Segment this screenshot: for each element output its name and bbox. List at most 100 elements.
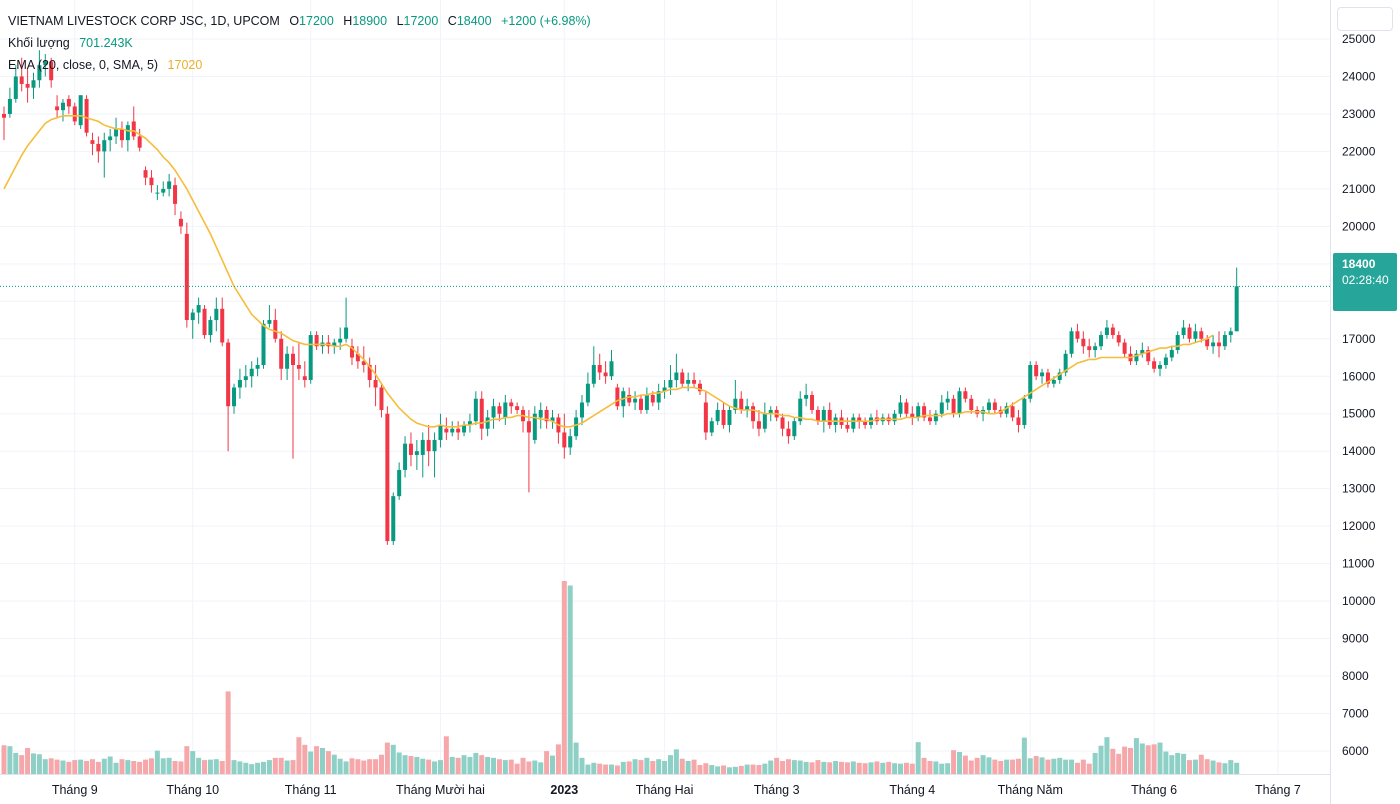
price-tick-label: 6000	[1342, 744, 1369, 758]
candle-body	[167, 181, 172, 189]
volume-bar	[815, 760, 821, 774]
candle-body	[426, 439, 431, 452]
volume-bars	[1, 581, 1240, 774]
candle-body	[1222, 335, 1227, 347]
volume-bar	[945, 763, 951, 774]
volume-bar	[420, 758, 426, 774]
legend-ema-row[interactable]: EMA (20, close, 0, SMA, 5) 17020	[8, 54, 591, 76]
volume-bar	[319, 747, 325, 774]
price-tick-label: 7000	[1342, 707, 1369, 721]
candle-body	[232, 387, 237, 407]
candle	[898, 394, 903, 418]
candle-body	[798, 398, 803, 422]
candle-body	[904, 402, 909, 414]
candle	[296, 342, 301, 380]
volume-bar	[921, 757, 927, 774]
volume-bar	[496, 759, 502, 774]
volume-bar	[780, 760, 786, 774]
candle-body	[532, 413, 537, 440]
legend-volume-value: 701.243K	[79, 36, 133, 50]
legend-symbol-title: VIETNAM LIVESTOCK CORP JSC, 1D, UPCOM	[8, 14, 280, 28]
candle	[1158, 361, 1163, 377]
candle-body	[1040, 372, 1045, 377]
volume-bar	[48, 758, 54, 774]
candle-body	[220, 308, 225, 343]
candle	[526, 409, 531, 493]
chart-settings-box[interactable]	[1337, 7, 1393, 31]
candle-body	[302, 376, 307, 380]
volume-bar	[166, 757, 172, 774]
candle-body	[237, 379, 242, 388]
volume-bar	[154, 750, 160, 774]
volume-bar	[7, 746, 13, 774]
time-tick-label: Tháng Hai	[636, 783, 694, 797]
candle	[2, 106, 6, 141]
volume-bar	[886, 761, 892, 774]
candle	[521, 406, 526, 433]
candle-body	[420, 439, 425, 455]
volume-bar	[774, 757, 780, 774]
candle	[562, 413, 567, 459]
price-tick-label: 11000	[1342, 557, 1375, 571]
volume-bar	[709, 765, 715, 774]
candle-body	[125, 125, 130, 141]
candle-body	[662, 387, 667, 392]
volume-bar	[1122, 746, 1128, 774]
candle	[403, 436, 408, 478]
candle-body	[933, 413, 938, 422]
candle	[349, 338, 354, 366]
time-axis[interactable]: Tháng 9 Tháng 10 Tháng 11 Tháng Mười hai 202…	[0, 774, 1330, 798]
volume-bar	[426, 759, 432, 774]
volume-bar	[726, 767, 732, 774]
candle-body	[1075, 331, 1080, 339]
candle-body	[827, 409, 832, 425]
price-axis[interactable]: 6000 7000 8000 9000 10000 11000 12000 13000 1400…	[1330, 0, 1376, 804]
candle	[190, 308, 195, 339]
volume-bar	[685, 760, 691, 774]
volume-bar	[361, 760, 367, 774]
volume-bar	[880, 762, 886, 774]
volume-bar	[1163, 751, 1169, 774]
candle-body	[367, 365, 372, 380]
volume-bar	[939, 763, 945, 774]
candle	[963, 387, 968, 403]
candle	[19, 57, 24, 92]
chart-legend: VIETNAM LIVESTOCK CORP JSC, 1D, UPCOM O1…	[8, 10, 591, 76]
volume-bar	[1051, 758, 1057, 774]
volume-bar	[561, 581, 567, 774]
volume-bar	[1015, 758, 1021, 774]
volume-bar	[390, 744, 396, 774]
candle	[922, 402, 927, 422]
legend-volume-row[interactable]: Khối lượng 701.243K	[8, 32, 591, 54]
candle-body	[910, 413, 915, 418]
candle-body	[762, 413, 767, 429]
price-tick-label: 23000	[1342, 107, 1376, 121]
candle	[1128, 346, 1133, 366]
candle	[933, 409, 938, 425]
time-tick-label: Tháng 11	[285, 783, 337, 797]
candle-body	[1205, 338, 1210, 347]
candle	[7, 87, 12, 118]
volume-bar	[231, 760, 237, 774]
candle	[450, 421, 455, 437]
candle	[810, 391, 815, 414]
candle	[314, 331, 319, 351]
candle-body	[627, 394, 632, 403]
candle-body	[727, 409, 732, 425]
volume-bar	[597, 763, 603, 774]
candle-body	[768, 409, 773, 414]
candle-body	[1045, 372, 1050, 384]
legend-close-label: C	[447, 14, 457, 28]
candle-body	[857, 417, 862, 422]
volume-bar	[555, 744, 561, 774]
volume-bar	[1057, 757, 1063, 774]
volume-bar	[514, 763, 520, 774]
volume-bar	[656, 759, 662, 774]
candle-body	[739, 398, 744, 410]
volume-bar	[1010, 759, 1016, 774]
candle	[60, 98, 65, 122]
volume-bar	[184, 746, 190, 774]
candle	[550, 409, 555, 429]
